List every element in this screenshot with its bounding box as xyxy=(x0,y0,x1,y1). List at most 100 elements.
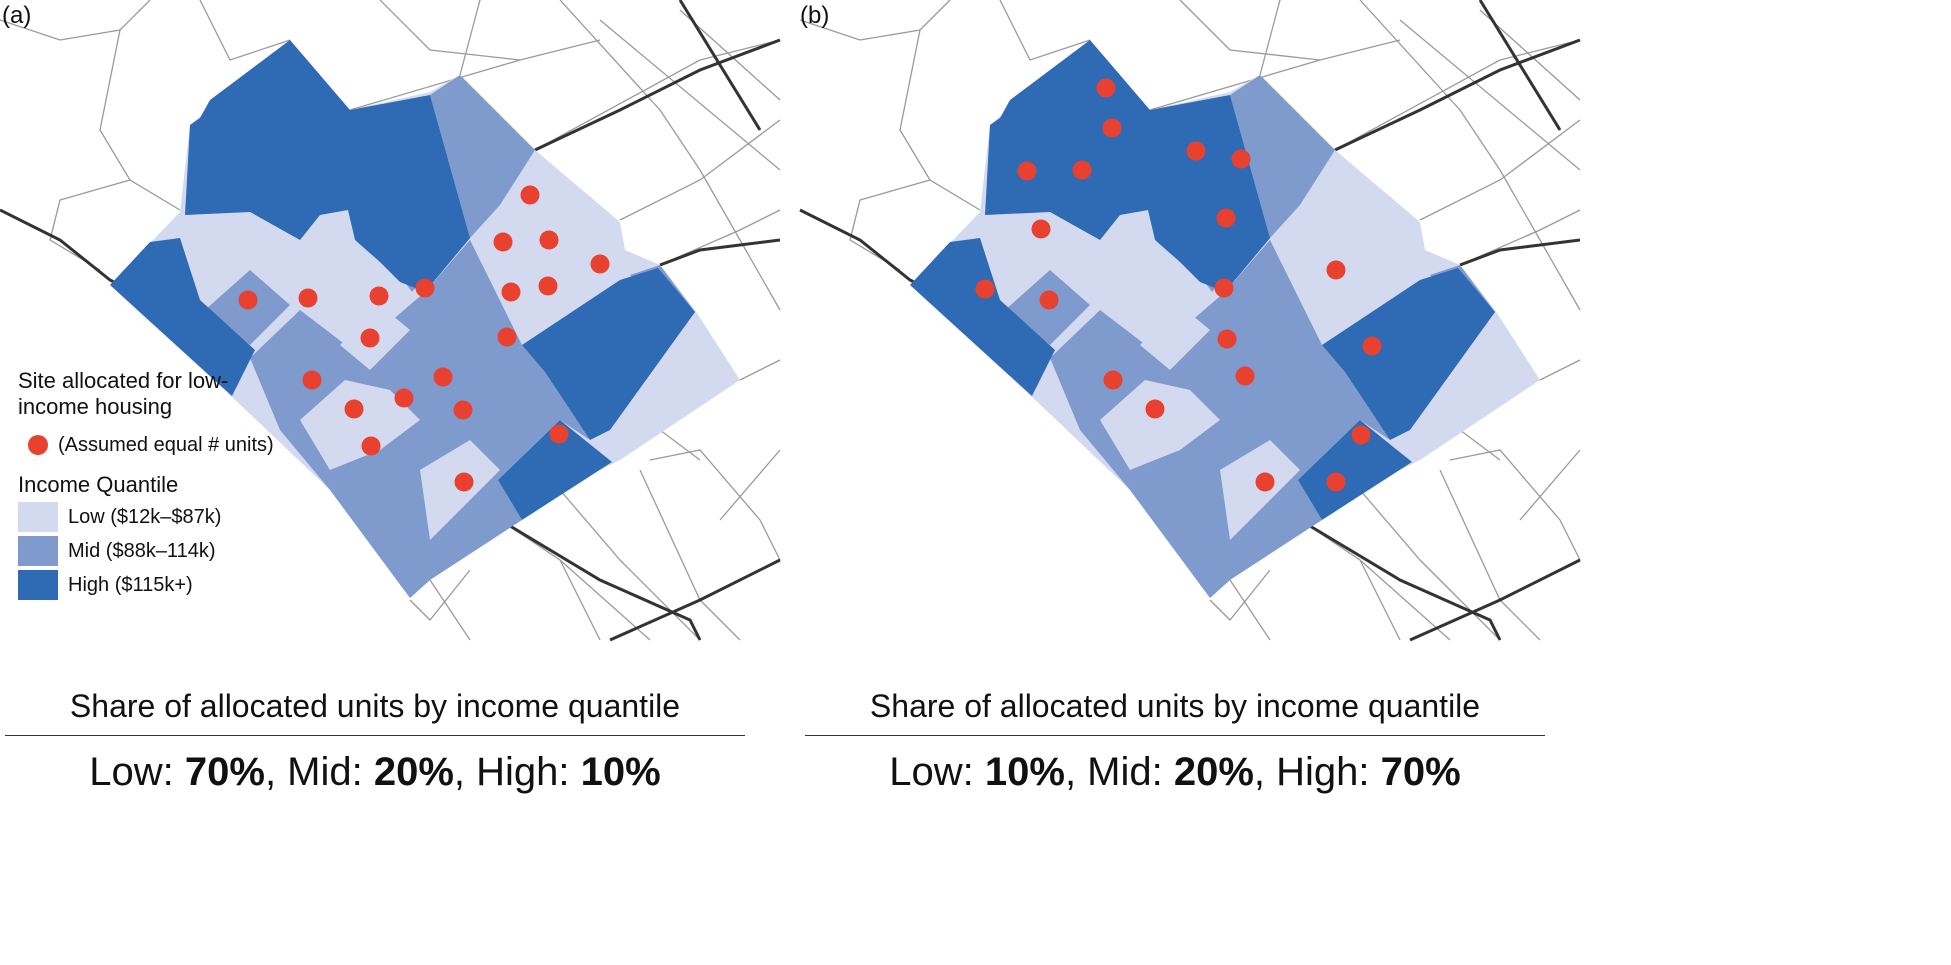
legend-high: High ($115k+) xyxy=(68,574,193,596)
minor-road xyxy=(639,469,741,641)
high-label: , High: xyxy=(1253,750,1381,794)
tract-high xyxy=(498,420,612,520)
tract-low xyxy=(1140,305,1210,370)
legend: Site allocated for low-income housing (A… xyxy=(18,368,278,604)
major-road xyxy=(1478,0,1562,131)
minor-road xyxy=(599,19,781,171)
minor-road xyxy=(1459,209,1581,266)
housing-site-marker xyxy=(1072,160,1092,180)
summary-a-title: Share of allocated units by income quant… xyxy=(5,688,745,736)
major-road xyxy=(0,208,131,292)
housing-site-marker xyxy=(1096,78,1116,98)
housing-site-marker xyxy=(415,278,435,298)
minor-road xyxy=(619,119,781,221)
panel-a-label: (a) xyxy=(2,2,32,29)
minor-road xyxy=(1359,559,1401,641)
high-label: , High: xyxy=(453,750,581,794)
housing-site-marker xyxy=(1017,161,1037,181)
housing-site-marker xyxy=(1326,260,1346,280)
housing-site-marker xyxy=(1231,149,1251,169)
minor-road xyxy=(559,0,781,311)
housing-site-marker xyxy=(493,232,513,252)
tract-high xyxy=(1298,420,1412,520)
major-road xyxy=(534,38,781,152)
low-share: 10% xyxy=(984,750,1065,794)
mid-share: 20% xyxy=(1173,750,1254,794)
housing-site-marker xyxy=(369,286,389,306)
minor-road xyxy=(659,209,781,266)
major-road xyxy=(1459,238,1581,267)
minor-road xyxy=(999,0,1091,61)
swatch-high xyxy=(18,570,58,600)
mid-share: 20% xyxy=(373,750,454,794)
high-share: 10% xyxy=(580,750,661,794)
housing-site-marker xyxy=(302,370,322,390)
legend-site-note: (Assumed equal # units) xyxy=(58,434,274,456)
minor-road xyxy=(199,0,291,61)
low-label: Low: xyxy=(889,750,985,794)
housing-site-marker xyxy=(298,288,318,308)
housing-site-marker xyxy=(975,279,995,299)
major-road xyxy=(1409,558,1581,642)
summary-a: Share of allocated units by income quant… xyxy=(5,688,745,795)
housing-site-marker xyxy=(1216,208,1236,228)
minor-road xyxy=(429,579,471,641)
tract-high xyxy=(185,40,470,292)
minor-road xyxy=(1359,489,1501,641)
minor-road xyxy=(1229,579,1271,641)
tract-high xyxy=(910,238,1055,396)
housing-site-marker xyxy=(549,424,569,444)
housing-site-marker xyxy=(539,230,559,250)
site-marker-icon xyxy=(28,435,48,455)
minor-road xyxy=(649,449,781,561)
housing-site-marker xyxy=(454,472,474,492)
mid-label: , Mid: xyxy=(1064,750,1174,794)
major-road xyxy=(799,208,931,292)
major-road xyxy=(1299,518,1502,641)
housing-site-marker xyxy=(1103,370,1123,390)
tract-low xyxy=(300,380,420,470)
minor-road xyxy=(1209,569,1271,621)
major-road xyxy=(499,518,702,641)
minor-road xyxy=(1449,449,1581,561)
tract-high xyxy=(522,268,695,440)
minor-road xyxy=(1439,469,1541,641)
housing-site-marker xyxy=(1039,290,1059,310)
major-road xyxy=(1334,38,1581,152)
tract-mid xyxy=(430,75,535,238)
housing-site-marker xyxy=(1186,141,1206,161)
housing-site-marker xyxy=(361,436,381,456)
minor-road xyxy=(1299,519,1451,641)
housing-site-marker xyxy=(1235,366,1255,386)
minor-road xyxy=(99,29,181,211)
panel-b-label: (b) xyxy=(800,2,830,29)
minor-road xyxy=(379,0,521,61)
minor-road xyxy=(409,569,471,621)
housing-site-marker xyxy=(1255,472,1275,492)
housing-site-marker xyxy=(1351,425,1371,445)
minor-road xyxy=(0,0,151,41)
housing-site-marker xyxy=(238,290,258,310)
minor-road xyxy=(49,179,131,271)
tract-mid xyxy=(1050,240,1390,598)
housing-site-marker xyxy=(1326,472,1346,492)
minor-road xyxy=(499,519,651,641)
minor-road xyxy=(1359,0,1581,311)
minor-road xyxy=(559,489,701,641)
housing-site-marker xyxy=(360,328,380,348)
minor-road xyxy=(739,359,781,381)
major-road xyxy=(678,0,762,131)
major-road xyxy=(609,558,781,642)
housing-site-marker xyxy=(1102,118,1122,138)
map-panel-b xyxy=(799,0,1581,642)
swatch-mid xyxy=(18,536,58,566)
high-share: 70% xyxy=(1380,750,1461,794)
housing-site-marker xyxy=(344,399,364,419)
summary-b: Share of allocated units by income quant… xyxy=(805,688,1545,795)
tract-high xyxy=(1322,268,1495,440)
legend-site-title: Site allocated for low-income housing xyxy=(18,368,229,419)
minor-road xyxy=(719,449,781,521)
minor-road xyxy=(1259,0,1281,76)
housing-site-marker xyxy=(1214,278,1234,298)
